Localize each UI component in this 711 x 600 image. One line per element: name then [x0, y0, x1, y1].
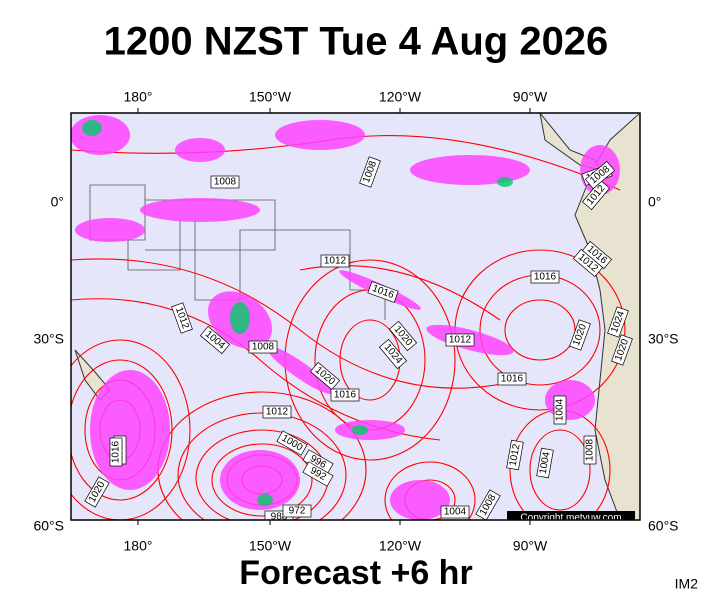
- image-code: IM2: [675, 576, 699, 592]
- isobar-label-box: [584, 160, 616, 190]
- isobar-label-box: [330, 388, 360, 402]
- isobar-label-text: 972: [289, 506, 306, 517]
- latitude-label: 60°S: [33, 518, 64, 534]
- isobar-label-text: 1012: [324, 256, 347, 267]
- isobar-label-text: 1004: [538, 451, 553, 475]
- isobar-label-box: [497, 372, 527, 386]
- isobar-label-box: [388, 320, 418, 352]
- isobar-label-box: [262, 405, 292, 419]
- isobar-label-box: [282, 504, 312, 518]
- isobar-label-text: 1004: [444, 507, 467, 518]
- isobar-label: 1008: [583, 435, 597, 465]
- isobar-label: 1004: [553, 395, 567, 425]
- isobar-label: 1008: [248, 340, 278, 354]
- isobar-label: 1008: [210, 175, 240, 189]
- isobar-label: 1016: [497, 372, 527, 386]
- isobar-label-box: [583, 435, 597, 465]
- isobar-label: 1012: [506, 439, 524, 471]
- longitude-label: 180°: [124, 89, 153, 105]
- longitude-label: 180°: [124, 538, 153, 554]
- isobar-label: 1012: [262, 405, 292, 419]
- isobar-label-text: 1012: [266, 407, 289, 418]
- isobar-label-text: 1012: [508, 443, 523, 467]
- map-frame: [70, 112, 641, 521]
- isobar-label-box: [569, 319, 591, 351]
- longitude-label: 150°W: [249, 89, 292, 105]
- isobar-label-box: [378, 338, 408, 370]
- isobar-label-box: [572, 248, 604, 278]
- isobar-label-box: [536, 447, 554, 479]
- isobar-label-box: [248, 340, 278, 354]
- isobar-label: 1012: [445, 333, 475, 347]
- longitude-label: 120°W: [379, 538, 422, 554]
- longitude-label: 120°W: [379, 89, 422, 105]
- isobar-label-text: 1016: [111, 440, 122, 463]
- isobar-label-box: [109, 437, 123, 467]
- isobar-label-box: [359, 156, 381, 188]
- isobar-label-box: [171, 302, 193, 334]
- isobar-label-box: [84, 476, 110, 508]
- isobar-label-text: 1008: [585, 438, 596, 461]
- isobar-label-box: [276, 430, 308, 456]
- isobar-label: 1016: [330, 388, 360, 402]
- isobar-label: 1004: [440, 505, 470, 519]
- isobar-label: 1012: [320, 254, 350, 268]
- isobar-label-text: 1008: [214, 177, 237, 188]
- isobar-label-text: 1004: [555, 398, 566, 421]
- longitude-label: 150°W: [249, 538, 292, 554]
- latitude-label: 0°: [648, 194, 661, 210]
- isobar-label-box: [530, 270, 560, 284]
- isobar-label-box: [302, 461, 334, 487]
- copyright: Copyright metvuw.com: [520, 513, 621, 524]
- map-area: Copyright metvuw.com 1008 1008 1008 1012 101…: [71, 113, 640, 524]
- copyright-box: [507, 511, 635, 520]
- longitude-label: 90°W: [513, 538, 548, 554]
- isobar-label-text: 1016: [501, 374, 524, 385]
- isobar-label-box: [611, 334, 633, 366]
- caption: Forecast +6 hr: [239, 554, 472, 592]
- isobar-label-box: [440, 505, 470, 519]
- title: 1200 NZST Tue 4 Aug 2026: [104, 20, 609, 64]
- latitude-label: 60°S: [648, 518, 679, 534]
- isobar-label: 1016: [530, 270, 560, 284]
- isobar-label-box: [210, 175, 240, 189]
- isobar-label-box: [367, 281, 399, 303]
- isobar-label-box: [445, 333, 475, 347]
- isobar-label-box: [506, 439, 524, 471]
- isobar-label-box: [199, 325, 231, 355]
- isobar-label-text: 988: [271, 512, 288, 523]
- heavy-rain: [82, 120, 513, 506]
- isobar-label: 1016: [109, 437, 123, 467]
- isobar-label-text: 1012: [449, 335, 472, 346]
- isobar-label-box: [309, 361, 341, 391]
- isobar-label-box: [320, 254, 350, 268]
- isobar-labels: 1008 1008 1008 1012 1012 1016 1016 1016 1016 1012…: [84, 156, 633, 523]
- latitude-label: 30°S: [648, 331, 679, 347]
- isobar-label: 972: [282, 504, 312, 518]
- isobar-label-box: [607, 306, 629, 338]
- latitude-label: 0°: [51, 194, 64, 210]
- longitude-label: 90°W: [513, 89, 548, 105]
- isobar-label-box: [581, 179, 611, 211]
- isobar-label-text: 1008: [252, 342, 275, 353]
- isobar-label-text: 1016: [534, 272, 557, 283]
- isobar-label-box: [553, 395, 567, 425]
- isobar-label: 1004: [536, 447, 554, 479]
- latitude-label: 30°S: [33, 331, 64, 347]
- isobar-label-text: 1016: [334, 390, 357, 401]
- isobar-label-box: [475, 489, 501, 520]
- axis-labels: 180° 180° 150°W 150°W 120°W 120°W 90°W 90°W 0° 0°…: [33, 89, 678, 554]
